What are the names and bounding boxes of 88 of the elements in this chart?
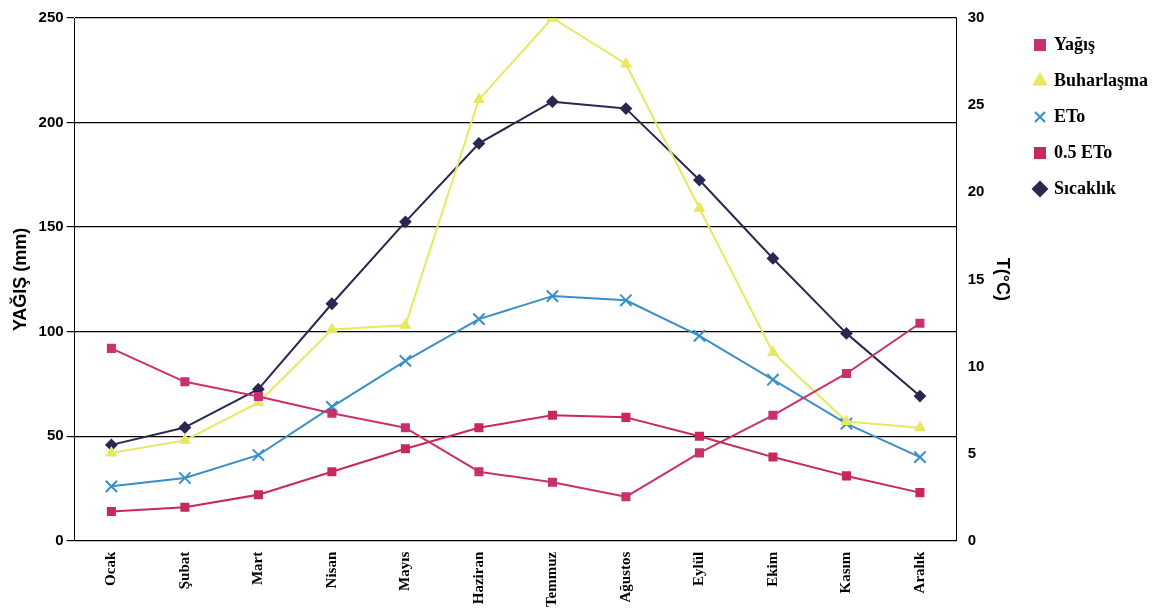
- point: [915, 318, 925, 328]
- point: [839, 416, 854, 431]
- y2-tick-label: 5: [967, 443, 977, 461]
- x-tick-label: Haziran: [469, 551, 486, 605]
- y-tick-label: 50: [46, 426, 64, 444]
- y-tick-label: 250: [38, 8, 64, 26]
- legend-label: 0.5 ETo: [1053, 141, 1113, 162]
- x-tick-label: Aralık: [910, 551, 927, 594]
- y2-tick-label: 30: [967, 8, 985, 26]
- point: [547, 477, 557, 487]
- point: [915, 488, 925, 498]
- point: [913, 390, 926, 403]
- y-tick-label: 0: [55, 530, 64, 548]
- point: [400, 319, 411, 329]
- point: [473, 93, 485, 104]
- x-tick-label: Temmuz: [543, 551, 560, 608]
- point: [766, 373, 780, 387]
- point: [621, 412, 631, 422]
- point: [399, 215, 412, 228]
- y-tick-label: 200: [38, 112, 64, 130]
- y2-tick-label: 15: [967, 269, 985, 287]
- x-tick-label: Nisan: [322, 551, 339, 589]
- point: [400, 423, 410, 433]
- point: [400, 444, 410, 454]
- legend-label: Yağış: [1053, 33, 1095, 54]
- y2-tick-label: 10: [967, 356, 985, 374]
- point: [326, 323, 338, 334]
- point: [840, 327, 853, 340]
- x-tick-label: Ocak: [102, 551, 119, 586]
- point: [766, 252, 779, 265]
- point: [106, 506, 116, 516]
- point: [327, 467, 337, 477]
- point: [694, 448, 704, 458]
- point: [913, 450, 927, 464]
- point: [179, 434, 191, 444]
- point: [251, 448, 266, 462]
- point: [621, 492, 631, 502]
- x-tick-label: Ağustos: [616, 551, 633, 603]
- point: [178, 421, 191, 434]
- point: [472, 312, 486, 326]
- y-axis-title: YAĞIŞ (mm): [8, 227, 30, 332]
- point: [106, 343, 116, 353]
- point: [767, 346, 779, 357]
- point: [547, 410, 557, 420]
- y2-axis-title: T(°C): [993, 257, 1014, 301]
- point: [253, 391, 263, 401]
- legend-label: Buharlaşma: [1053, 69, 1149, 90]
- point: [546, 95, 559, 108]
- x-tick-label: Şubat: [175, 551, 192, 590]
- point: [841, 368, 851, 378]
- point: [619, 102, 632, 115]
- point: [619, 293, 633, 307]
- y-tick-label: 100: [38, 321, 64, 339]
- x-tick-label: Mart: [249, 551, 266, 586]
- point: [178, 471, 192, 485]
- point: [104, 479, 119, 494]
- y-tick-label: 150: [38, 217, 64, 235]
- point: [180, 502, 190, 512]
- point: [768, 452, 778, 462]
- point: [620, 58, 632, 68]
- point: [472, 137, 485, 150]
- point: [398, 354, 413, 368]
- point: [474, 467, 484, 477]
- point: [693, 174, 706, 187]
- y2-tick-label: 0: [967, 530, 977, 548]
- point: [253, 490, 263, 500]
- point: [325, 400, 339, 414]
- legend-label: Sıcaklık: [1053, 177, 1117, 198]
- point: [694, 431, 704, 441]
- legend-label: ETo: [1053, 105, 1086, 126]
- x-tick-label: Kasım: [837, 551, 854, 594]
- point: [768, 410, 778, 420]
- y2-tick-label: 25: [967, 95, 985, 113]
- point: [914, 421, 926, 432]
- point: [545, 289, 560, 303]
- point: [106, 446, 117, 457]
- point: [327, 408, 337, 418]
- point: [180, 377, 190, 387]
- y2-tick-label: 20: [967, 182, 985, 200]
- x-tick-label: Eylül: [690, 551, 707, 586]
- point: [841, 471, 851, 481]
- x-tick-label: Ekim: [763, 551, 780, 587]
- point: [474, 423, 484, 433]
- point: [841, 415, 852, 426]
- point: [694, 202, 705, 212]
- x-tick-label: Mayıs: [396, 551, 413, 591]
- point: [692, 329, 707, 343]
- point: [325, 297, 338, 310]
